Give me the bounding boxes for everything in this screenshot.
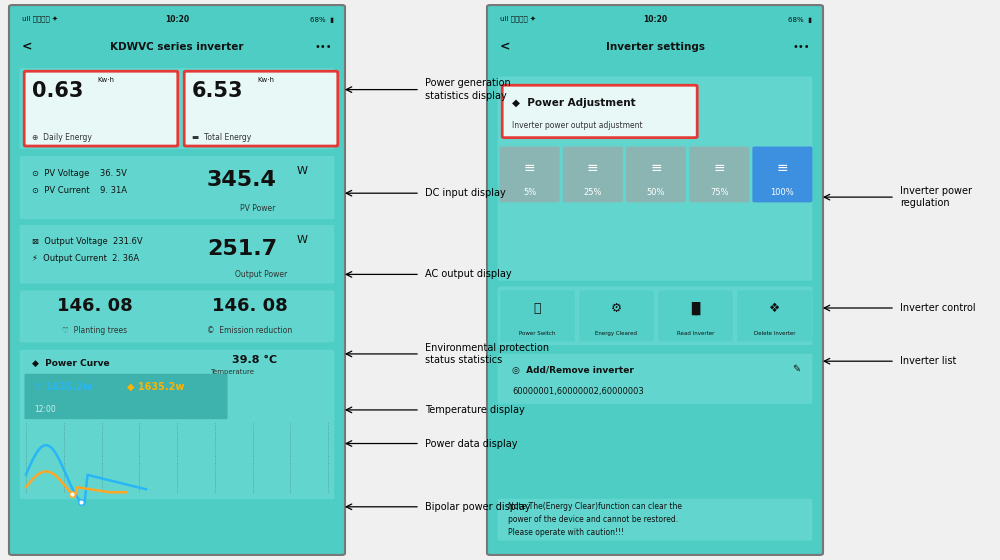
Text: 10:20: 10:20	[165, 15, 189, 24]
FancyBboxPatch shape	[20, 225, 334, 283]
FancyBboxPatch shape	[487, 5, 823, 555]
Text: Power data display: Power data display	[425, 438, 518, 449]
FancyBboxPatch shape	[20, 68, 334, 149]
Text: ⊕  Daily Energy: ⊕ Daily Energy	[32, 133, 92, 142]
FancyBboxPatch shape	[626, 147, 686, 202]
Text: ◆  Power Adjustment: ◆ Power Adjustment	[512, 98, 636, 108]
Text: ©  Emission reduction: © Emission reduction	[207, 326, 292, 335]
Text: <: <	[22, 40, 32, 54]
FancyBboxPatch shape	[498, 287, 812, 345]
Text: Power Switch: Power Switch	[519, 332, 556, 336]
Text: 12:00: 12:00	[34, 405, 56, 414]
FancyBboxPatch shape	[24, 71, 178, 146]
Text: ⏻: ⏻	[534, 302, 541, 315]
Text: ⚙: ⚙	[611, 302, 622, 315]
Text: 75%: 75%	[710, 188, 729, 197]
Text: Inverter control: Inverter control	[900, 303, 976, 313]
Text: Inverter list: Inverter list	[900, 356, 956, 366]
Text: W: W	[297, 166, 308, 176]
Text: KDWVC series inverter: KDWVC series inverter	[110, 42, 244, 52]
Text: 345.4: 345.4	[207, 170, 277, 190]
Text: Bipolar power display: Bipolar power display	[425, 502, 530, 512]
Text: 100%: 100%	[771, 188, 794, 197]
Text: 50%: 50%	[647, 188, 665, 197]
FancyBboxPatch shape	[498, 77, 812, 281]
Text: •••: •••	[314, 42, 332, 52]
Text: ⊠  Output Voltage  231.6V: ⊠ Output Voltage 231.6V	[32, 237, 143, 246]
FancyBboxPatch shape	[498, 499, 812, 540]
Text: 10:20: 10:20	[643, 15, 667, 24]
Text: 68%  ▮: 68% ▮	[310, 17, 334, 22]
FancyBboxPatch shape	[502, 85, 697, 138]
Text: Inverter settings: Inverter settings	[606, 42, 704, 52]
Text: Energy Cleared: Energy Cleared	[595, 332, 637, 336]
Text: ull 中国移动 ✦: ull 中国移动 ✦	[500, 16, 536, 23]
Text: ≡: ≡	[650, 161, 662, 175]
Text: ↑ 1635.2w: ↑ 1635.2w	[34, 382, 92, 392]
Text: ◎  Add/Remove inverter: ◎ Add/Remove inverter	[512, 366, 634, 375]
Text: 60000001,60000002,60000003: 60000001,60000002,60000003	[512, 387, 644, 396]
Text: Kw·h: Kw·h	[97, 77, 114, 83]
FancyBboxPatch shape	[689, 147, 749, 202]
Text: ⚡  Output Current  2. 36A: ⚡ Output Current 2. 36A	[32, 254, 139, 263]
Text: Inverter power
regulation: Inverter power regulation	[900, 186, 972, 208]
Text: 25%: 25%	[584, 188, 602, 197]
FancyBboxPatch shape	[498, 354, 812, 404]
Text: •••: •••	[792, 42, 810, 52]
Text: ≡: ≡	[587, 161, 599, 175]
Text: Environmental protection
status statistics: Environmental protection status statisti…	[425, 343, 549, 365]
Text: Temperature: Temperature	[210, 370, 254, 375]
FancyBboxPatch shape	[752, 147, 812, 202]
FancyBboxPatch shape	[184, 71, 338, 146]
Text: ◆ 1635.2w: ◆ 1635.2w	[127, 382, 184, 392]
Text: 146. 08: 146. 08	[212, 297, 287, 315]
Text: ≡: ≡	[524, 161, 535, 175]
FancyBboxPatch shape	[20, 350, 334, 499]
Text: ull 中国移动 ✦: ull 中国移动 ✦	[22, 16, 58, 23]
FancyBboxPatch shape	[500, 290, 575, 342]
Text: Read Inverter: Read Inverter	[677, 332, 714, 336]
Text: ▬  Total Energy: ▬ Total Energy	[192, 133, 251, 142]
Text: 39.8 °C: 39.8 °C	[232, 355, 277, 365]
FancyBboxPatch shape	[500, 147, 560, 202]
Text: Kw·h: Kw·h	[257, 77, 274, 83]
Text: Note:The(Energy Clear)function can clear the
power of the device and cannot be r: Note:The(Energy Clear)function can clear…	[508, 502, 682, 538]
FancyBboxPatch shape	[20, 291, 334, 342]
Text: ◆  Power Curve: ◆ Power Curve	[32, 359, 110, 368]
FancyBboxPatch shape	[563, 147, 623, 202]
Text: 251.7: 251.7	[207, 239, 277, 259]
Text: DC input display: DC input display	[425, 188, 506, 198]
Text: W: W	[297, 235, 308, 245]
FancyBboxPatch shape	[20, 156, 334, 219]
Text: 6.53: 6.53	[192, 81, 244, 101]
Text: 5%: 5%	[523, 188, 536, 197]
Text: Inverter power output adjustment: Inverter power output adjustment	[512, 121, 643, 130]
Text: Output Power: Output Power	[235, 270, 287, 279]
Text: 68%  ▮: 68% ▮	[788, 17, 812, 22]
FancyBboxPatch shape	[737, 290, 812, 342]
Text: Power generation
statistics display: Power generation statistics display	[425, 78, 511, 101]
FancyBboxPatch shape	[24, 374, 228, 419]
Text: ❖: ❖	[769, 302, 780, 315]
Text: ≡: ≡	[777, 161, 788, 175]
Text: ≡: ≡	[713, 161, 725, 175]
Text: ✎: ✎	[792, 364, 800, 374]
FancyBboxPatch shape	[9, 5, 345, 555]
Text: AC output display: AC output display	[425, 269, 512, 279]
Text: ⊙  PV Voltage    36. 5V: ⊙ PV Voltage 36. 5V	[32, 169, 127, 178]
Text: 0.63: 0.63	[32, 81, 83, 101]
Text: <: <	[500, 40, 511, 54]
Text: PV Power: PV Power	[240, 204, 275, 213]
Text: ⊙  PV Current    9. 31A: ⊙ PV Current 9. 31A	[32, 186, 127, 195]
Text: Temperature display: Temperature display	[425, 405, 525, 415]
Text: ▐▌: ▐▌	[686, 302, 705, 315]
FancyBboxPatch shape	[658, 290, 733, 342]
Text: ♡  Planting trees: ♡ Planting trees	[62, 326, 127, 335]
Text: 146. 08: 146. 08	[57, 297, 132, 315]
FancyBboxPatch shape	[579, 290, 654, 342]
Text: Delete Inverter: Delete Inverter	[754, 332, 795, 336]
